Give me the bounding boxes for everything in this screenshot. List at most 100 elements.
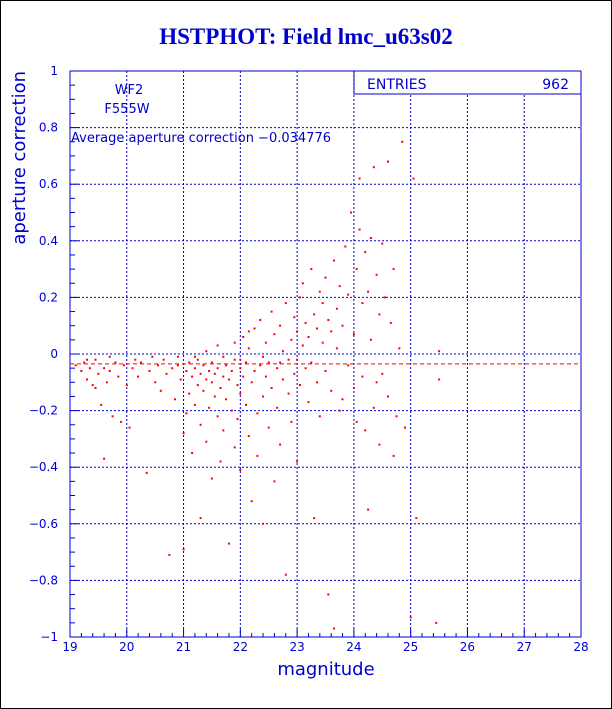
data-point xyxy=(355,420,358,423)
data-point xyxy=(299,296,301,299)
data-point xyxy=(239,392,242,395)
data-point xyxy=(253,327,256,330)
data-point xyxy=(304,367,307,370)
data-point xyxy=(191,452,194,454)
data-point xyxy=(276,367,279,370)
data-point xyxy=(262,395,264,398)
chart-title: HSTPHOT: Field lmc_u63s02 xyxy=(159,24,453,49)
data-point xyxy=(321,302,324,305)
data-point xyxy=(233,341,236,344)
data-point xyxy=(367,508,370,511)
x-tick-label: 22 xyxy=(233,640,248,654)
stats-box: ENTRIES 962 xyxy=(353,70,582,95)
data-point xyxy=(378,443,381,446)
data-point xyxy=(94,358,97,361)
filter-label: F555W xyxy=(104,102,149,117)
data-point xyxy=(267,361,270,364)
data-point xyxy=(188,392,191,395)
data-point xyxy=(100,403,103,406)
data-point xyxy=(222,375,225,378)
data-point xyxy=(296,330,299,333)
data-point xyxy=(242,375,245,378)
data-point xyxy=(364,429,367,432)
x-tick-label: 21 xyxy=(176,640,191,654)
data-point xyxy=(389,321,392,324)
data-point xyxy=(162,358,165,361)
data-point xyxy=(290,420,293,423)
data-point xyxy=(372,406,375,409)
data-point xyxy=(122,364,125,367)
data-point xyxy=(324,276,327,279)
data-point xyxy=(230,409,233,412)
data-point xyxy=(157,364,159,367)
data-point xyxy=(358,228,361,231)
data-point xyxy=(117,375,120,378)
data-point xyxy=(137,375,140,378)
data-point xyxy=(219,387,222,389)
data-point xyxy=(88,367,91,370)
data-point xyxy=(327,593,330,596)
data-point xyxy=(159,389,162,392)
data-point xyxy=(369,237,372,239)
data-point xyxy=(384,296,387,299)
data-point xyxy=(253,370,256,372)
data-point xyxy=(165,372,168,375)
data-point xyxy=(338,409,341,412)
data-point xyxy=(262,522,264,525)
data-point xyxy=(185,370,188,372)
data-point xyxy=(242,336,245,338)
data-point xyxy=(239,358,242,361)
data-point xyxy=(327,319,330,321)
data-point xyxy=(310,268,313,271)
data-point xyxy=(199,517,202,520)
data-point xyxy=(225,398,228,401)
data-point xyxy=(97,372,100,375)
x-tick-label: 20 xyxy=(119,640,134,654)
data-point xyxy=(333,259,335,262)
data-point xyxy=(210,361,213,364)
data-point xyxy=(409,616,412,619)
data-point xyxy=(276,406,279,409)
data-point xyxy=(307,401,310,404)
data-point xyxy=(318,415,321,418)
data-point xyxy=(205,378,208,381)
data-point xyxy=(375,273,378,276)
data-point xyxy=(313,517,316,520)
data-point xyxy=(151,355,154,358)
data-point xyxy=(273,333,276,336)
x-tick-label: 27 xyxy=(517,640,532,654)
data-point xyxy=(344,245,347,248)
data-point xyxy=(350,211,352,214)
data-point xyxy=(335,347,338,350)
data-point xyxy=(293,372,296,375)
y-tick-label: 0.6 xyxy=(39,177,58,191)
data-point xyxy=(270,310,273,313)
data-point xyxy=(387,160,389,163)
data-point xyxy=(364,251,367,254)
data-point xyxy=(267,426,270,429)
data-point xyxy=(140,361,142,364)
data-point xyxy=(296,460,299,463)
x-tick-label: 25 xyxy=(403,640,418,654)
data-point xyxy=(341,324,344,327)
data-point xyxy=(415,517,418,520)
data-point xyxy=(176,364,179,367)
data-point xyxy=(279,324,282,327)
data-point xyxy=(372,166,375,169)
average-text: Average aperture correction −0.034776 xyxy=(71,131,331,146)
data-point xyxy=(80,370,83,372)
data-point xyxy=(202,389,205,392)
y-tick-label: −1 xyxy=(40,630,58,644)
data-point xyxy=(105,381,108,384)
data-points xyxy=(74,140,441,630)
data-point xyxy=(281,350,284,353)
data-point xyxy=(239,367,242,370)
stats-label: ENTRIES xyxy=(367,77,427,93)
data-point xyxy=(316,381,318,384)
data-point xyxy=(213,395,216,398)
data-point xyxy=(199,423,202,426)
data-point xyxy=(233,446,236,449)
data-point xyxy=(404,426,406,429)
stats-box-border xyxy=(353,70,582,95)
data-point xyxy=(245,361,247,364)
